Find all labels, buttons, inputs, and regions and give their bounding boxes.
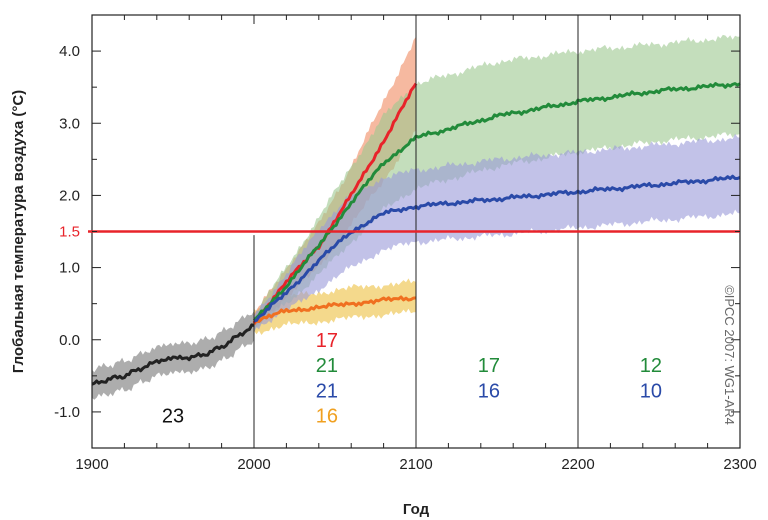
series-line-b1: [253, 174, 741, 323]
x-tick-label: 2200: [561, 456, 594, 473]
x-tick-label: 2000: [237, 456, 270, 473]
band-a1b: [254, 34, 740, 333]
x-tick-label: 2300: [723, 456, 756, 473]
y-axis-title: Глобальная температура воздуха (°C): [10, 90, 27, 373]
count-label: 17: [478, 355, 500, 377]
count-label: 16: [478, 380, 500, 402]
count-label: 21: [316, 355, 338, 377]
series-lines: [91, 82, 741, 386]
y-tick-label: 2.0: [59, 187, 80, 204]
y-tick-label: 0.0: [59, 332, 80, 349]
count-label: 23: [162, 406, 184, 428]
x-tick-label: 1900: [75, 456, 108, 473]
threshold-label: 1.5: [59, 224, 80, 241]
copyright-notice: ©IPCC 2007: WG1-AR4: [722, 285, 737, 425]
count-label: 10: [640, 380, 662, 402]
y-tick-label: -1.0: [54, 404, 80, 421]
count-label: 12: [640, 355, 662, 377]
x-tick-label: 2100: [399, 456, 432, 473]
series-line-constant: [252, 295, 417, 326]
series-line-a1b: [252, 82, 741, 322]
y-tick-label: 4.0: [59, 43, 80, 60]
x-axis-title: Год: [403, 501, 430, 518]
count-label: 21: [316, 380, 338, 402]
series-line-a2: [252, 82, 418, 324]
count-labels: 23 17 21 21 16 17 16 12 10: [162, 330, 662, 428]
band-constant: [254, 278, 416, 335]
y-tick-label: 1.0: [59, 260, 80, 277]
series-line-historical: [91, 323, 255, 386]
band-b1: [254, 133, 740, 333]
count-label: 17: [316, 330, 338, 352]
axis-ticks: 1900 2000 2100 2200 2300 4.0 3.0 2.0 1.0 0.0 -1.0: [54, 14, 757, 473]
count-label: 16: [316, 406, 338, 428]
uncertainty-bands: [92, 34, 740, 400]
band-historical: [92, 310, 254, 400]
y-tick-label: 3.0: [59, 115, 80, 132]
